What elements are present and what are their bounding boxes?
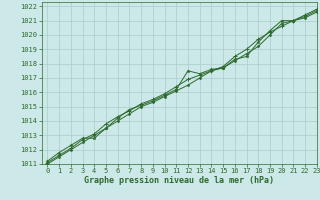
X-axis label: Graphe pression niveau de la mer (hPa): Graphe pression niveau de la mer (hPa) — [84, 176, 274, 185]
